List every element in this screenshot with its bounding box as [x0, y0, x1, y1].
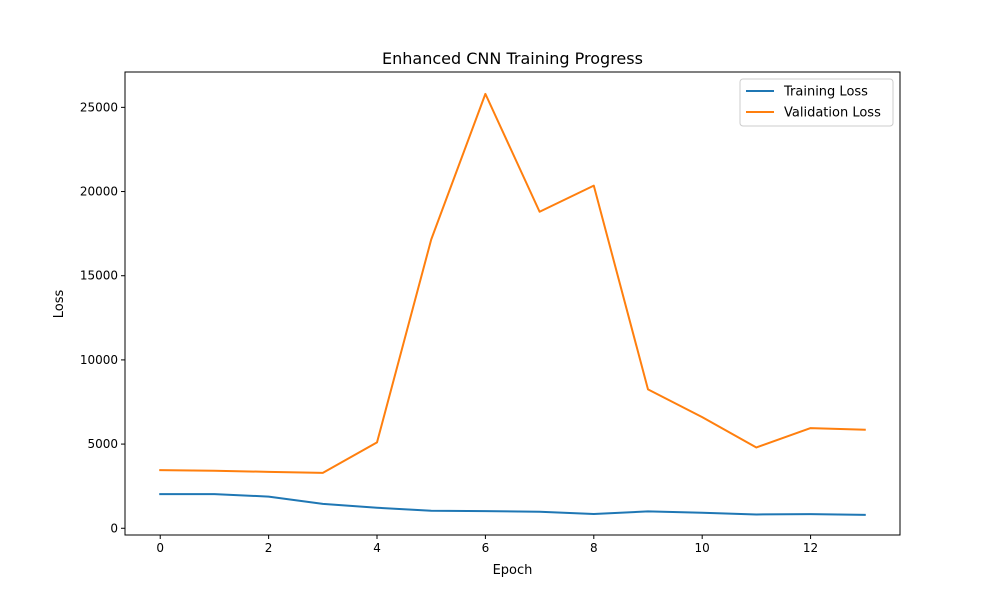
- y-tick-label: 25000: [80, 100, 118, 114]
- y-axis: 0 5000 10000 15000 20000 25000: [80, 100, 125, 535]
- y-axis-label: Loss: [52, 290, 67, 319]
- plot-frame: [124, 71, 901, 536]
- x-tick-label: 12: [803, 541, 818, 555]
- legend: Training Loss Validation Loss: [739, 78, 894, 127]
- series-line-validation-loss: [159, 92, 866, 474]
- x-axis: 0 2 4 6 8 10 12: [156, 535, 818, 555]
- y-tick-label: 5000: [87, 437, 118, 451]
- x-tick-label: 0: [156, 541, 164, 555]
- x-tick-label: 2: [265, 541, 273, 555]
- x-tick-label: 8: [590, 541, 598, 555]
- plot-content: [159, 92, 866, 516]
- x-tick-label: 10: [695, 541, 710, 555]
- legend-box: [739, 78, 894, 127]
- series-line-training-loss: [159, 493, 866, 516]
- x-tick-label: 4: [373, 541, 381, 555]
- legend-label-validation-loss: Validation Loss: [784, 106, 881, 121]
- y-tick-label: 15000: [80, 269, 118, 283]
- x-tick-label: 6: [482, 541, 490, 555]
- x-axis-label: Epoch: [493, 563, 533, 578]
- y-tick-label: 0: [110, 521, 118, 535]
- chart-title: Enhanced CNN Training Progress: [382, 49, 643, 68]
- y-tick-label: 10000: [80, 353, 118, 367]
- legend-label-training-loss: Training Loss: [783, 85, 868, 100]
- y-tick-label: 20000: [80, 185, 118, 199]
